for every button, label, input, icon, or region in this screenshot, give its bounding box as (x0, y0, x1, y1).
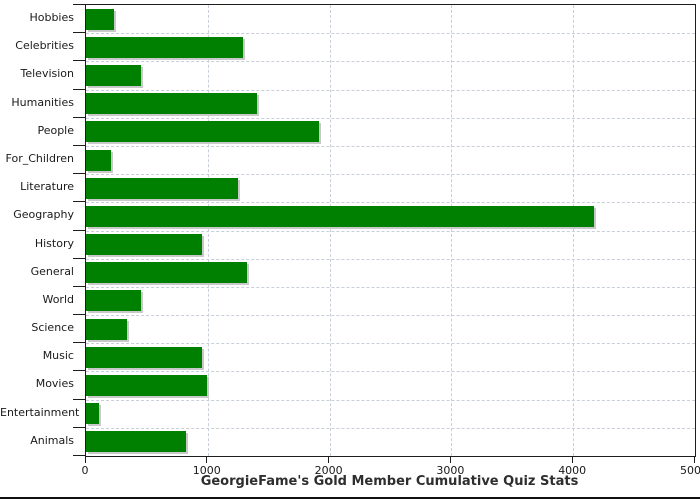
x-axis-tick-label: 1000 (192, 464, 221, 477)
y-axis-label: Entertainment (0, 405, 80, 419)
y-axis-tick (73, 173, 85, 175)
bar (86, 431, 187, 453)
bar (86, 64, 142, 86)
y-axis-label: Hobbies (29, 11, 74, 24)
y-axis-tick (73, 455, 85, 456)
y-axis-label: History (34, 236, 74, 250)
bar (86, 262, 248, 284)
x-axis-tick-label: 0 (81, 464, 89, 477)
y-axis-tick (73, 4, 85, 5)
bar (86, 177, 239, 199)
y-axis-tick (73, 285, 85, 287)
bar (86, 234, 202, 256)
x-axis-tick-label: 2000 (314, 464, 343, 477)
x-axis-tick (693, 456, 695, 463)
y-axis-label: Geography (13, 208, 74, 222)
bar (86, 36, 243, 58)
bar (86, 121, 319, 143)
y-axis-tick (73, 257, 85, 259)
bar (86, 290, 142, 312)
y-axis-label: People (37, 123, 74, 137)
y-axis-tick (73, 229, 85, 231)
y-axis-tick (73, 144, 85, 146)
horizontal-gridline (86, 343, 695, 345)
y-axis-label: Animals (30, 433, 74, 447)
y-axis-tick (73, 370, 85, 372)
y-axis-label: Television (20, 67, 75, 81)
bar (86, 375, 207, 397)
y-axis-label: General (30, 264, 74, 278)
y-axis-tick (73, 116, 85, 118)
chart-title: GeorgieFame's Gold Member Cumulative Qui… (200, 474, 579, 489)
x-axis-tick (328, 456, 330, 463)
x-axis-tick-label: 5000 (680, 464, 700, 477)
y-axis-tick (73, 342, 85, 344)
bar (86, 205, 594, 227)
bar (86, 149, 111, 171)
y-axis-label: World (42, 292, 74, 306)
horizontal-gridline (86, 89, 695, 91)
y-axis-label: Movies (35, 377, 74, 391)
y-axis-label: Music (42, 349, 74, 363)
bottom-border-line (0, 497, 700, 499)
horizontal-gridline (86, 33, 695, 35)
y-axis-label: Literature (20, 180, 74, 194)
horizontal-gridline (86, 315, 695, 317)
bar (86, 318, 128, 340)
bar (86, 346, 202, 368)
horizontal-gridline (86, 61, 695, 63)
x-axis-tick (449, 456, 451, 463)
horizontal-gridline (86, 286, 695, 288)
y-axis-label: Science (31, 321, 74, 335)
x-axis-tick-label: 4000 (558, 464, 587, 477)
x-axis-tick-label: 3000 (436, 464, 465, 477)
x-axis-tick (571, 456, 573, 463)
horizontal-gridline (86, 145, 695, 147)
horizontal-gridline (86, 427, 695, 429)
horizontal-gridline (86, 399, 695, 401)
y-axis-label: For_Children (5, 151, 74, 165)
horizontal-gridline (86, 174, 695, 176)
y-axis-label: Celebrities (15, 39, 74, 53)
horizontal-gridline (86, 230, 695, 232)
horizontal-gridline (86, 258, 695, 260)
y-axis-tick (73, 314, 85, 316)
bar (86, 93, 257, 115)
plot-area (85, 4, 696, 457)
y-axis-tick (73, 398, 85, 400)
horizontal-gridline (86, 371, 695, 373)
horizontal-gridline (86, 202, 695, 204)
x-axis-tick (84, 456, 86, 463)
y-axis-tick (73, 60, 85, 62)
y-axis-tick (73, 201, 85, 203)
horizontal-gridline (86, 117, 695, 119)
y-axis-tick (73, 32, 85, 34)
bar (86, 8, 114, 30)
y-axis-label: Humanities (11, 95, 74, 109)
bar (86, 403, 99, 425)
y-axis-tick (73, 426, 85, 428)
y-axis-tick (73, 88, 85, 90)
x-axis-tick (206, 456, 208, 463)
